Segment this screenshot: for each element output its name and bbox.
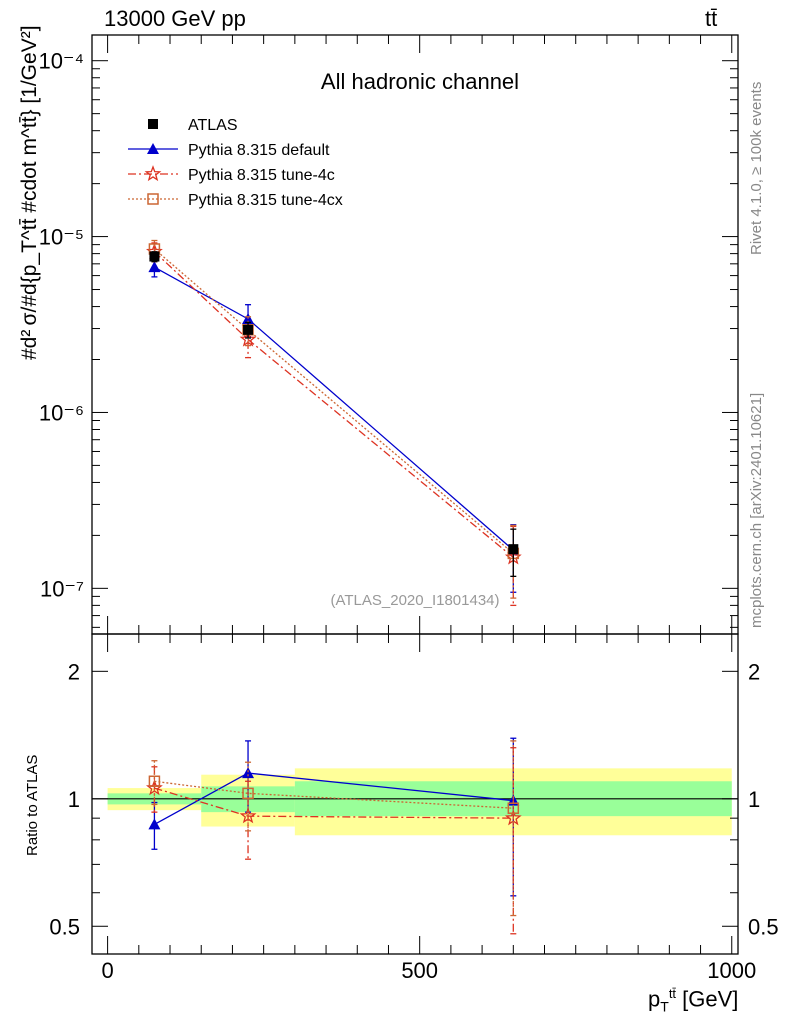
legend-marker-tune4cx [147,193,159,205]
header-energy: 13000 GeV pp [104,6,246,31]
main-y-tick-label: 10⁻⁴ [38,49,84,74]
ratio-y-tick-label: 2 [68,659,80,684]
ratio-y-tick-label-right: 0.5 [748,914,779,939]
legend-marker-tune4c [144,165,162,182]
legend-marker-atlas [148,119,158,129]
legend-entry-tune4c: Pythia 8.315 tune-4c [128,165,335,184]
legend-label-tune4cx: Pythia 8.315 tune-4cx [188,192,343,209]
data-point-tune4cx [242,787,254,800]
series-line-default [154,266,514,551]
ratio-y-tick-label-right: 2 [748,659,760,684]
legend-entry-default: Pythia 8.315 default [128,142,330,159]
data-point-atlas [149,251,160,262]
main-y-tick-label: 10⁻⁵ [39,225,84,250]
main-panel: 10⁻⁷ 10⁻⁶ 10⁻⁵ 10⁻⁴ All hadronic channel (ATL… [38,34,739,635]
analysis-watermark: (ATLAS_2020_I1801434) [330,592,499,609]
x-axis-label: pTtt̄ [GeV] [648,986,739,1015]
legend-marker-default [147,143,159,154]
header-process: tt̄ [705,6,718,31]
main-title: All hadronic channel [321,69,519,94]
data-point-default [148,818,161,830]
data-point-tune4cx [507,802,520,814]
data-point-tune4cx [148,775,161,788]
legend-label-atlas: ATLAS [188,117,238,134]
legend-label-default: Pythia 8.315 default [188,142,330,159]
ratio-panel: 0.5 0.5 1 1 2 2 0 500 1000 [49,633,779,983]
data-point-default [148,261,161,273]
ratio-y-tick-label: 0.5 [49,914,80,939]
data-point-default [242,767,255,779]
x-tick-label: 500 [401,958,438,983]
legend-entry-atlas: ATLAS [148,117,238,134]
main-y-tick-label: 10⁻⁷ [40,576,84,601]
ratio-y-tick-label-right: 1 [748,787,760,812]
ratio-frame [91,633,739,955]
legend-entry-tune4cx: Pythia 8.315 tune-4cx [128,192,343,209]
main-y-tick-label: 10⁻⁶ [39,400,84,425]
x-tick-label: 1000 [707,958,756,983]
series-line-tune4cx [153,248,514,554]
data-point-atlas [243,324,254,335]
ratio-y-tick-label: 1 [68,787,80,812]
legend-label-tune4c: Pythia 8.315 tune-4c [188,167,335,184]
series-line-tune4c [153,251,514,558]
data-point-atlas [508,544,519,555]
x-tick-label: 0 [101,958,113,983]
